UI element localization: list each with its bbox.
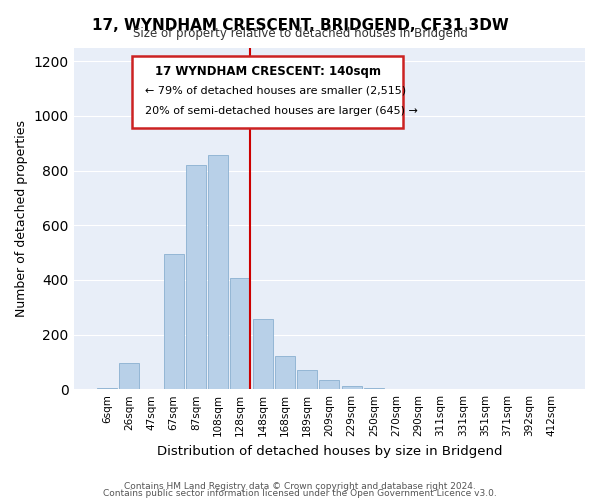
Bar xyxy=(230,278,250,389)
FancyBboxPatch shape xyxy=(133,56,403,128)
Bar xyxy=(253,320,272,389)
X-axis label: Distribution of detached houses by size in Bridgend: Distribution of detached houses by size … xyxy=(157,444,502,458)
Bar xyxy=(186,165,206,389)
Bar xyxy=(275,356,295,389)
Bar xyxy=(297,370,317,389)
Text: Contains public sector information licensed under the Open Government Licence v3: Contains public sector information licen… xyxy=(103,489,497,498)
Bar xyxy=(208,156,228,389)
Text: 17, WYNDHAM CRESCENT, BRIDGEND, CF31 3DW: 17, WYNDHAM CRESCENT, BRIDGEND, CF31 3DW xyxy=(92,18,508,32)
Text: Contains HM Land Registry data © Crown copyright and database right 2024.: Contains HM Land Registry data © Crown c… xyxy=(124,482,476,491)
Y-axis label: Number of detached properties: Number of detached properties xyxy=(15,120,28,317)
Bar xyxy=(364,388,384,389)
Text: Size of property relative to detached houses in Bridgend: Size of property relative to detached ho… xyxy=(133,28,467,40)
Bar xyxy=(119,363,139,389)
Text: 20% of semi-detached houses are larger (645) →: 20% of semi-detached houses are larger (… xyxy=(145,106,418,116)
Bar xyxy=(319,380,339,389)
Text: ← 79% of detached houses are smaller (2,515): ← 79% of detached houses are smaller (2,… xyxy=(145,85,406,95)
Text: 17 WYNDHAM CRESCENT: 140sqm: 17 WYNDHAM CRESCENT: 140sqm xyxy=(155,64,381,78)
Bar xyxy=(341,386,362,389)
Bar xyxy=(164,254,184,389)
Bar xyxy=(97,388,117,389)
